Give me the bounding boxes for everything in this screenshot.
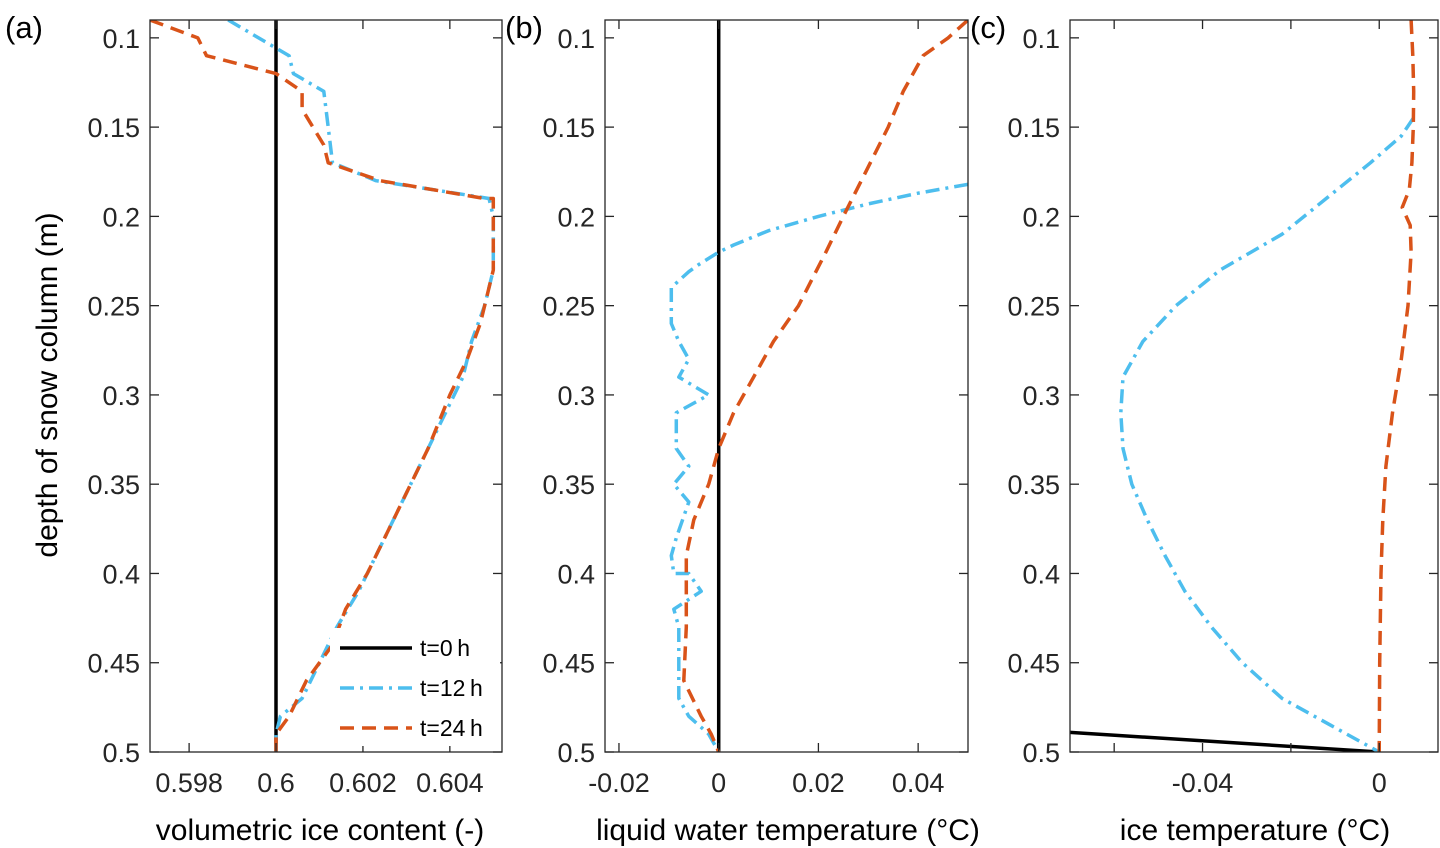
legend: t=0 h t=12 h t=24 h [330,628,500,746]
y-tick-label: 0.3 [1022,381,1060,411]
series-line-t12 [669,182,968,752]
series-line-t12 [1119,117,1415,752]
y-tick-label: 0.25 [87,292,140,322]
x-tick-label: -0.04 [1172,768,1234,798]
legend-label-t0: t=0 h [420,635,470,661]
x-axis-label-b: liquid water temperature (°C) [596,814,980,847]
y-tick-label: 0.4 [102,559,140,589]
y-tick-label: 0.35 [87,470,140,500]
axes-frame [604,19,969,753]
legend-label-t24: t=24 h [420,715,483,741]
x-tick-label: 0.04 [892,768,945,798]
y-tick-label: 0.2 [102,202,140,232]
y-tick-label: 0.4 [1022,559,1060,589]
y-tick-label: 0.5 [1022,738,1060,768]
series-line-t0 [1070,730,1380,752]
series-group [1070,20,1416,752]
legend-label-t12: t=12 h [420,675,483,701]
y-tick-label: 0.35 [1007,470,1060,500]
axes-frame [149,19,503,753]
panel-c: 0.1 0.15 0.2 0.25 0.3 0.35 0.4 0.45 0.5 -0.04 0 [1007,19,1439,798]
panel-label-a: (a) [5,10,43,45]
y-tick-label: 0.15 [542,113,595,143]
y-tick-label: 0.1 [557,24,595,54]
x-tick-label: 0.598 [155,768,223,798]
x-tick-label: -0.02 [588,768,650,798]
series-group [669,20,968,752]
y-tick-label: 0.3 [102,381,140,411]
series-line-t24 [1377,20,1416,752]
x-axis-label-a: volumetric ice content (-) [156,814,484,847]
y-tick-label: 0.15 [1007,113,1060,143]
y-tick-label: 0.15 [87,113,140,143]
y-tick-label: 0.45 [87,649,140,679]
series-line-t12 [227,20,496,752]
y-tick-label: 0.45 [542,649,595,679]
y-tick-label: 0.25 [542,292,595,322]
panel-label-c: (c) [970,10,1006,45]
y-axis-label: depth of snow column (m) [31,212,64,557]
y-tick-label: 0.2 [557,202,595,232]
y-tick-label: 0.45 [1007,649,1060,679]
panel-label-b: (b) [505,10,543,45]
y-tick-label: 0.3 [557,381,595,411]
y-tick-label: 0.5 [557,738,595,768]
series-line-t24 [682,20,968,752]
y-tick-label: 0.25 [1007,292,1060,322]
axes-frame [1069,19,1439,753]
y-tick-label: 0.5 [102,738,140,768]
x-tick-label: 0.602 [329,768,397,798]
y-tick-label: 0.1 [102,24,140,54]
x-tick-label: 0.604 [416,768,484,798]
y-tick-label: 0.4 [557,559,595,589]
y-tick-label: 0.2 [1022,202,1060,232]
x-tick-label: 0 [711,768,726,798]
y-tick-label: 0.1 [1022,24,1060,54]
x-tick-label: 0.6 [257,768,295,798]
x-tick-label: 0 [1372,768,1387,798]
x-tick-label: 0.02 [792,768,845,798]
x-axis-label-c: ice temperature (°C) [1120,814,1390,847]
panel-b: 0.1 0.15 0.2 0.25 0.3 0.35 0.4 0.45 0.5-0.02 0 0.0… [542,19,969,798]
y-tick-label: 0.35 [542,470,595,500]
